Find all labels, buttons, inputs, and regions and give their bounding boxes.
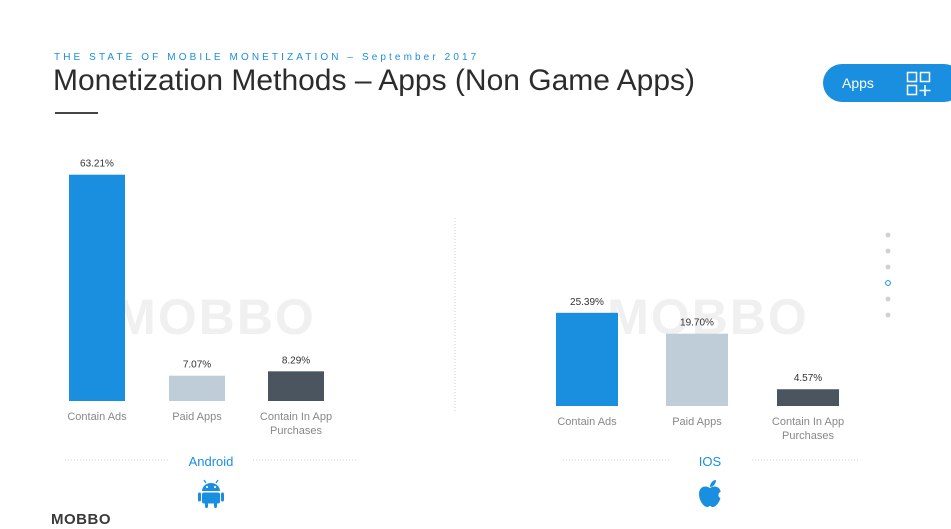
slide-pager[interactable] [885,232,891,318]
group-label-ios: IOS [699,454,722,469]
title-underline [55,112,98,114]
android-icon [198,479,224,508]
apps-tab-label: Apps [842,75,874,91]
brand-logo: MOBBO [51,511,111,528]
bar-value-label: 25.39% [570,297,604,308]
category-label: Contain In App Purchases [260,411,332,437]
bar-value-label: 19.70% [680,318,714,329]
pager-dot [885,312,891,318]
pager-dot [885,232,891,238]
bar-android-2 [169,375,225,401]
apps-tab-button[interactable]: Apps [823,64,951,102]
bar-value-label: 8.29% [282,355,310,366]
bar-android-3 [268,371,324,401]
bar-ios-3 [777,389,839,406]
bar-ios-2 [666,333,728,406]
group-label-android: Android [189,454,234,469]
category-label: Contain Ads [557,416,617,428]
category-label: Paid Apps [172,411,222,423]
bar-value-label: 4.57% [794,373,822,384]
bar-ios-1 [556,312,618,406]
report-kicker: THE STATE OF MOBILE MONETIZATION – Septe… [54,52,480,63]
grid-plus-icon [906,71,931,96]
bar-android-1 [69,174,125,401]
page-title: Monetization Methods – Apps (Non Game Ap… [53,64,696,97]
apple-icon [699,480,726,507]
pager-dot-active [885,280,891,286]
pager-dot [885,296,891,302]
category-label: Contain Ads [67,411,127,423]
pager-dot [885,264,891,270]
category-label: Paid Apps [672,416,722,428]
pager-dot [885,248,891,254]
bar-value-label: 7.07% [183,360,211,371]
watermark: MOBBO [114,289,316,345]
bar-value-label: 63.21% [80,159,114,170]
category-label: Contain In App Purchases [772,416,844,442]
